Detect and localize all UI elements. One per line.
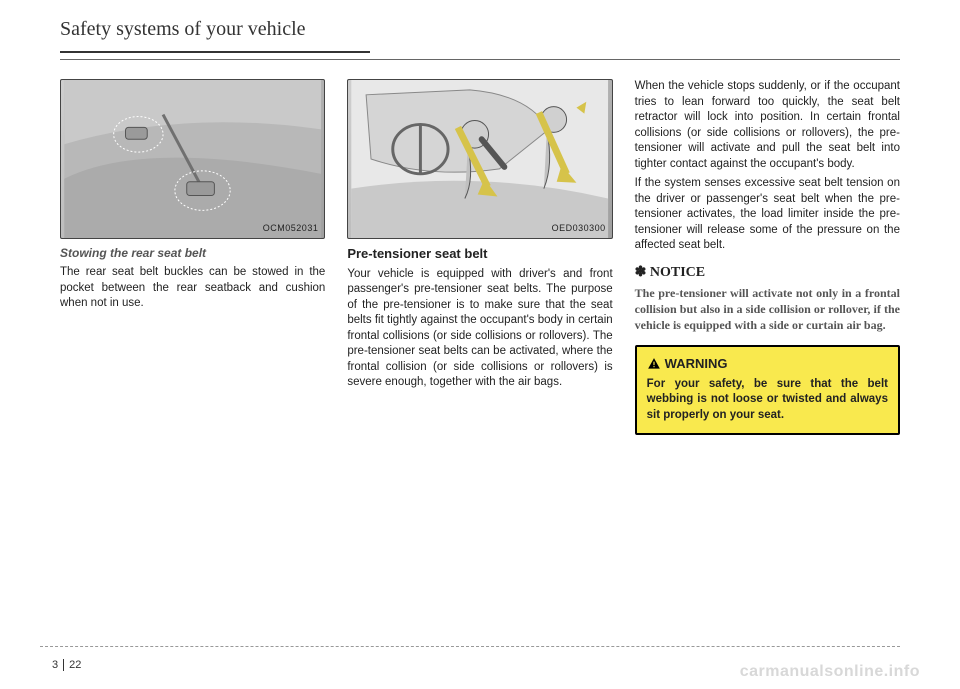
figure-pretensioner: OED030300: [347, 79, 612, 239]
footer-line: [40, 646, 900, 651]
column-1: OCM052031 Stowing the rear seat belt The…: [60, 79, 325, 435]
header-thin-line: [60, 59, 900, 60]
notice-heading: ✽ NOTICE: [635, 264, 900, 283]
warning-body: For your safety, be sure that the belt w…: [647, 377, 888, 424]
watermark: carmanualsonline.info: [740, 663, 920, 681]
stowing-text: The rear seat belt buckles can be stowed…: [60, 265, 325, 312]
manual-page: Safety systems of your vehicle OCM052031…: [0, 0, 960, 689]
figure-code: OCM052031: [263, 222, 319, 234]
pretensioner-subhead: Pre-tensioner seat belt: [347, 245, 612, 263]
header-underline: [60, 51, 370, 53]
content-columns: OCM052031 Stowing the rear seat belt The…: [60, 79, 900, 435]
col3-paragraph-1: When the vehicle stops suddenly, or if t…: [635, 79, 900, 172]
col3-paragraph-2: If the system senses excessive seat belt…: [635, 176, 900, 254]
chapter-number: 3: [52, 659, 64, 671]
column-3: When the vehicle stops suddenly, or if t…: [635, 79, 900, 435]
stowing-subhead: Stowing the rear seat belt: [60, 245, 325, 261]
page-header: Safety systems of your vehicle: [60, 18, 900, 43]
warning-title-row: WARNING: [647, 355, 888, 373]
page-number: 3 22: [52, 659, 81, 671]
page-num: 22: [69, 659, 81, 671]
warning-box: WARNING For your safety, be sure that th…: [635, 345, 900, 435]
rear-seat-illustration: [61, 80, 324, 238]
warning-title-text: WARNING: [665, 355, 728, 373]
column-2: OED030300 Pre-tensioner seat belt Your v…: [347, 79, 612, 435]
notice-text: The pre-tensioner will activate not only…: [635, 285, 900, 334]
pretensioner-text: Your vehicle is equipped with driver's a…: [347, 267, 612, 391]
figure-rear-seat-belt: OCM052031: [60, 79, 325, 239]
pretensioner-illustration: [348, 80, 611, 238]
warning-icon: [647, 357, 661, 371]
figure-code-2: OED030300: [552, 222, 606, 234]
